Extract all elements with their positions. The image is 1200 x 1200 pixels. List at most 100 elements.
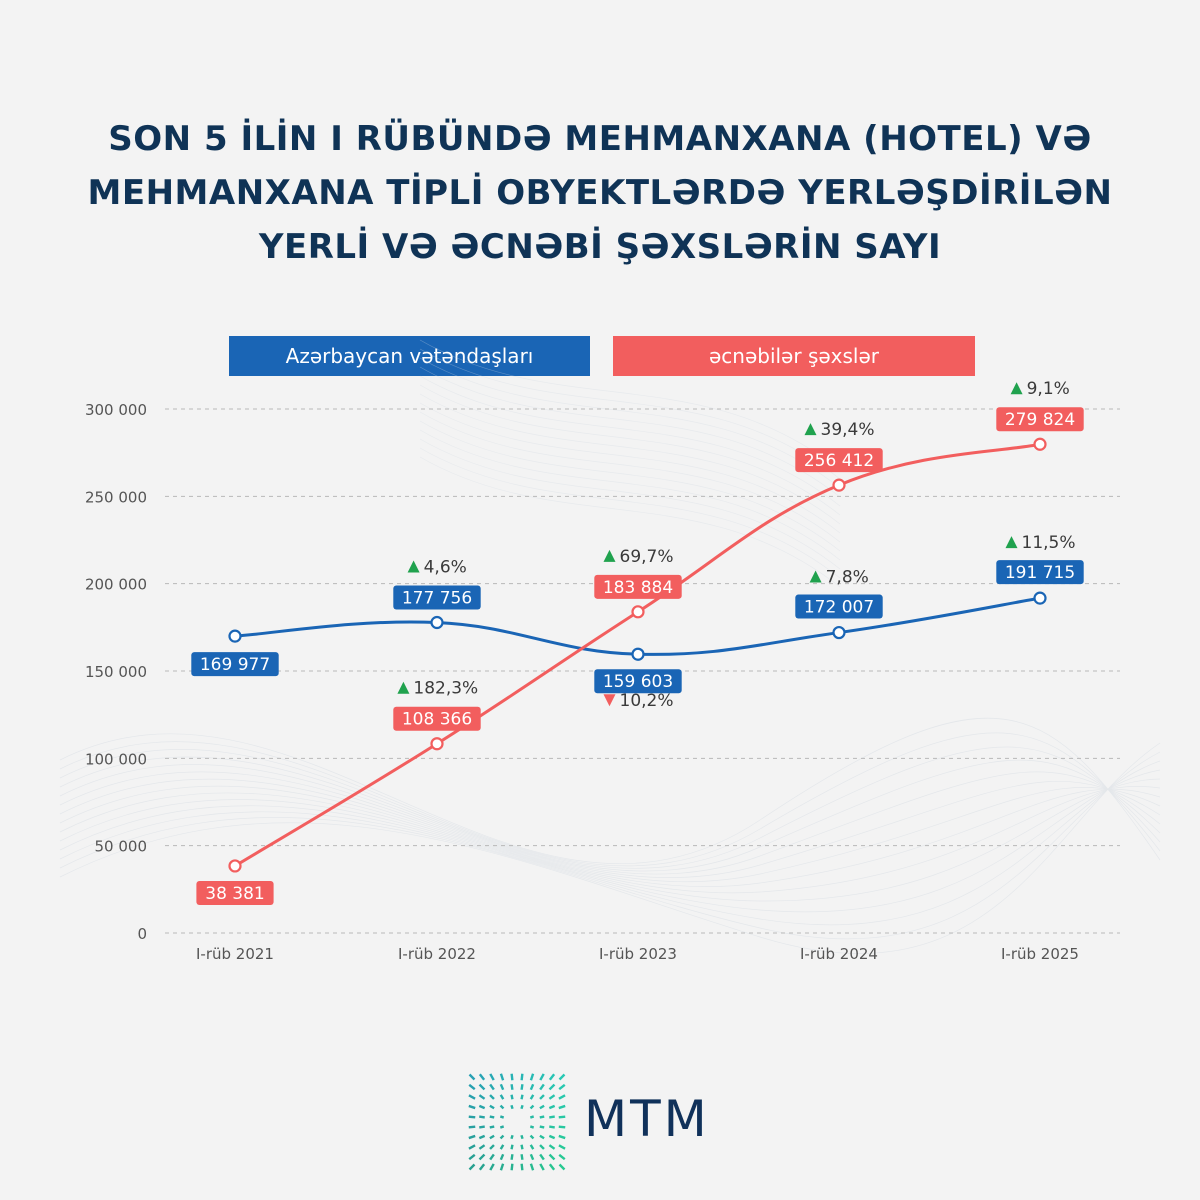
decoration-wave (419, 447, 841, 579)
decoration-wave (59, 785, 1161, 888)
logo-dash (479, 1125, 485, 1129)
value-label-bg-azerbaijani-citizens (996, 560, 1084, 585)
brand-name: MTM (584, 1090, 710, 1148)
logo-dash (558, 1153, 566, 1161)
logo-dash (510, 1084, 514, 1090)
change-label-azerbaijani-citizens: 7,8% (826, 568, 869, 588)
logo-dash (468, 1115, 476, 1119)
title-line-3: YERLİ VƏ ƏCNƏBİ ŞƏXSLƏRİN SAYI (258, 227, 942, 267)
logo-dash (520, 1154, 524, 1160)
logo-dash (529, 1104, 535, 1110)
logo-dash (539, 1163, 545, 1171)
logo-dash (510, 1094, 514, 1100)
logo-dash (529, 1153, 535, 1161)
logo-dash (558, 1125, 566, 1129)
logo-dash (529, 1115, 535, 1119)
value-label-azerbaijani-citizens: 159 603 (603, 672, 673, 692)
logo-dash (478, 1153, 486, 1161)
logo-dash (558, 1134, 566, 1140)
logo-dash (468, 1073, 476, 1081)
change-up-triangle-icon (804, 423, 817, 436)
logo-dash (558, 1083, 566, 1091)
decoration-wave (419, 375, 841, 507)
decoration-wave (59, 778, 1161, 883)
logo-dash (539, 1094, 545, 1100)
logo-dash (520, 1144, 524, 1150)
x-tick-label: I-rüb 2022 (398, 945, 476, 963)
logo-dash (539, 1144, 545, 1150)
logo-dash (499, 1104, 505, 1110)
value-label-azerbaijani-citizens: 191 715 (1005, 563, 1075, 583)
logo-dash (478, 1073, 486, 1081)
logo-dash (539, 1104, 545, 1110)
logo-dash (529, 1125, 535, 1129)
decoration-wave (59, 756, 1161, 872)
decoration-wave (419, 339, 841, 471)
decoration-wave (59, 717, 1161, 864)
value-label-azerbaijani-citizens: 177 756 (402, 589, 472, 609)
logo-dash (499, 1115, 505, 1119)
change-label-azerbaijani-citizens: 10,2% (620, 691, 674, 711)
change-up-triangle-icon (603, 549, 616, 562)
decoration-wave (419, 411, 841, 543)
logo-dash (548, 1153, 556, 1161)
decoration-wave (59, 778, 1161, 902)
decoration-wave (59, 760, 1161, 926)
x-tick-label: I-rüb 2024 (800, 945, 878, 963)
logo-dash (510, 1154, 514, 1160)
logo-dash (478, 1083, 486, 1091)
y-tick-label: 250 000 (85, 488, 147, 506)
logo-dash (489, 1153, 495, 1161)
logo-dash (468, 1104, 476, 1110)
logo-dash (468, 1163, 476, 1171)
logo-dash (548, 1104, 556, 1110)
y-tick-label: 100 000 (85, 750, 147, 768)
data-point-foreigners (631, 605, 645, 619)
decoration-wave (419, 393, 841, 525)
change-label-foreigners: 182,3% (413, 679, 478, 699)
logo-dash (548, 1134, 556, 1140)
change-up-triangle-icon (1010, 382, 1023, 395)
change-up-triangle-icon (397, 681, 410, 694)
logo-dash (510, 1163, 514, 1171)
logo-dash (489, 1163, 495, 1171)
logo-dash (548, 1163, 556, 1171)
logo-dash (529, 1134, 535, 1140)
data-point-azerbaijani-citizens (631, 647, 645, 661)
change-label-azerbaijani-citizens: 11,5% (1022, 533, 1076, 553)
logo-dash (520, 1073, 524, 1081)
logo-dash (510, 1144, 514, 1150)
logo-dash (529, 1094, 535, 1100)
logo-dash (539, 1125, 545, 1129)
logo-dash (529, 1163, 535, 1171)
decoration-wave (419, 456, 841, 588)
logo-dash (489, 1115, 495, 1119)
logo-dash (499, 1125, 505, 1129)
logo-dash (529, 1083, 535, 1091)
logo-dash (558, 1104, 566, 1110)
logo-dash (499, 1144, 505, 1150)
data-point-azerbaijani-citizens (430, 615, 444, 630)
logo-dash (539, 1115, 545, 1119)
logo-dash (489, 1134, 495, 1140)
decoration-wave (59, 786, 1161, 894)
logo-dash (549, 1115, 555, 1119)
value-label-bg-foreigners (996, 407, 1084, 432)
logo-dash (520, 1084, 524, 1090)
logo-dash (468, 1153, 476, 1161)
data-point-azerbaijani-citizens (832, 625, 846, 640)
value-label-foreigners: 256 412 (804, 451, 874, 471)
decoration-wave (59, 742, 1161, 954)
decoration-wave (419, 348, 841, 480)
y-tick-label: 200 000 (85, 576, 147, 594)
logo-dash (558, 1115, 566, 1119)
decoration-wave (59, 771, 1161, 878)
logo-dash (499, 1134, 505, 1140)
legend-item-foreigners: əcnəbilər şəxslər (613, 336, 975, 376)
logo-dash (489, 1073, 495, 1081)
value-label-bg-foreigners (594, 574, 682, 599)
logo-dash (510, 1073, 514, 1081)
decoration-wave (59, 746, 1161, 869)
decoration-wave (419, 366, 841, 498)
logo-dash (520, 1104, 524, 1110)
